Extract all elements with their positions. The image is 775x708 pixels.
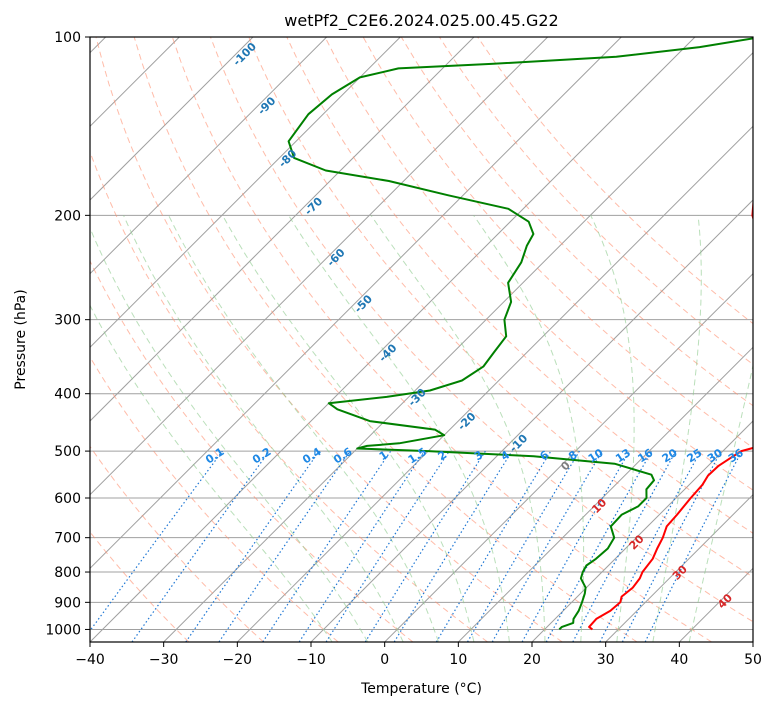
x-tick-label: 10 [449, 652, 467, 668]
dry-adiabat-line [90, 356, 339, 642]
y-tick-label: 1000 [45, 622, 81, 638]
mixing-ratio-line [298, 450, 425, 642]
mixing-ratio-line [325, 450, 450, 642]
temperature-line [588, 195, 753, 631]
moist-adiabat-line [222, 215, 475, 642]
isotherm-line [90, 37, 254, 201]
x-axis: −40 −30 −20 −10 0 10 20 30 40 50 [75, 642, 762, 668]
isotherm-line [605, 493, 753, 642]
y-tick-label: 200 [54, 208, 81, 224]
x-tick-label: 30 [597, 652, 615, 668]
isotherm-lines [90, 37, 753, 642]
dry-adiabat-line [324, 37, 753, 491]
isotherm-line [384, 272, 753, 642]
dry-adiabat-line [133, 37, 638, 642]
isotherm-line [236, 125, 753, 642]
mixing-ratio-line [262, 450, 392, 642]
isotherm-line [163, 51, 753, 642]
moist-adiabat-line [473, 215, 585, 642]
y-tick-label: 700 [54, 531, 81, 547]
mixing-ratio-line [131, 450, 270, 642]
isotherm-line [457, 346, 753, 642]
x-tick-label: 50 [744, 652, 762, 668]
moist-adiabat-line [90, 304, 333, 642]
y-tick-label: 900 [54, 595, 81, 611]
moist-adiabat-line [90, 226, 369, 642]
dry-adiabat-line [210, 37, 753, 623]
y-tick-label: 300 [54, 313, 81, 329]
y-tick-label: 800 [54, 565, 81, 581]
mixing-ratio-lines [90, 450, 743, 642]
moist-adiabat-line [123, 215, 404, 642]
dry-adiabat-line [171, 37, 712, 642]
isotherm-line [90, 37, 401, 349]
y-tick-label: 500 [54, 444, 81, 460]
moist-adiabat-lines [90, 215, 753, 642]
moist-adiabat-line [590, 215, 635, 642]
x-tick-label: −10 [296, 652, 326, 668]
y-tick-label: 400 [54, 387, 81, 403]
moist-adiabat-line [168, 215, 439, 642]
mixing-ratio-line [218, 450, 351, 642]
dry-adiabat-line [90, 445, 264, 642]
isotherm-line [90, 37, 328, 275]
y-axis-title: Pressure (hPa) [13, 289, 29, 389]
x-tick-label: −20 [223, 652, 253, 668]
x-tick-label: −40 [75, 652, 105, 668]
x-tick-label: 40 [670, 652, 688, 668]
mixing-ratio-line [521, 450, 631, 642]
x-tick-label: 0 [380, 652, 389, 668]
profile-series [287, 37, 753, 631]
x-axis-title: Temperature (°C) [360, 681, 482, 697]
mixing-ratio-line [90, 450, 223, 632]
y-tick-label: 100 [54, 30, 81, 46]
mixing-ratio-line [185, 450, 320, 642]
isotherm-line [90, 37, 696, 642]
dry-adiabat-line [248, 37, 753, 578]
mixing-ratio-line [644, 450, 743, 642]
y-axis: 100 200 300 400 500 600 700 800 900 1000 [45, 30, 90, 638]
x-tick-label: 20 [523, 652, 541, 668]
moist-adiabat-line [652, 215, 702, 642]
isotherm-line [90, 37, 549, 496]
dewpoint-line [287, 37, 753, 631]
dry-adiabat-line [90, 259, 414, 642]
dry-adiabat-lines [90, 37, 753, 642]
dry-adiabat-line [95, 37, 563, 642]
moist-adiabat-line [370, 215, 546, 642]
mixing-ratio-line [572, 450, 677, 642]
mixing-ratio-line [393, 450, 513, 642]
plot-frame [89, 36, 754, 643]
dry-adiabat-line [286, 37, 753, 534]
isotherm-line [531, 420, 753, 642]
isotherm-line [90, 37, 475, 422]
x-tick-label: −30 [149, 652, 179, 668]
chart-title: wetPf2_C2E6.2024.025.00.45.G22 [284, 11, 558, 31]
y-tick-label: 600 [54, 491, 81, 507]
isotherm-line [90, 37, 622, 570]
